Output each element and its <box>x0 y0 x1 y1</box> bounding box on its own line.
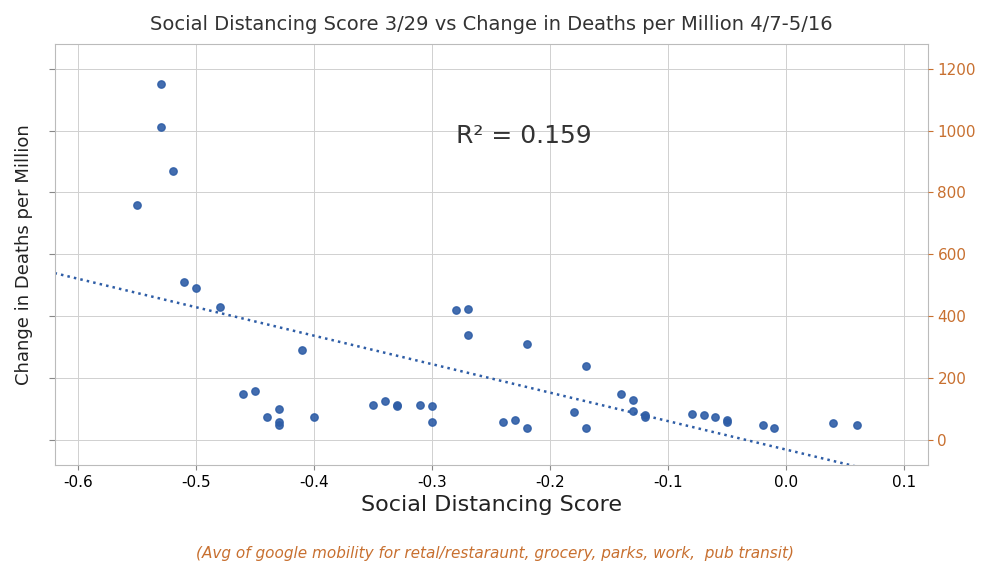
Point <box>448 306 464 315</box>
Point <box>247 386 263 395</box>
Point <box>719 417 735 426</box>
Point <box>377 397 392 406</box>
Point <box>460 331 476 340</box>
Point <box>625 395 641 404</box>
Point <box>165 166 180 175</box>
Point <box>153 80 168 89</box>
Text: (Avg of google mobility for retal/restaraunt, grocery, parks, work,  pub transit: (Avg of google mobility for retal/restar… <box>196 547 795 561</box>
Point <box>236 389 252 398</box>
Point <box>388 400 404 409</box>
Point <box>153 123 168 132</box>
Point <box>271 420 286 429</box>
Point <box>188 284 204 293</box>
Y-axis label: Change in Deaths per Million: Change in Deaths per Million <box>15 124 33 385</box>
Point <box>271 417 286 426</box>
Point <box>460 304 476 313</box>
Point <box>684 409 700 418</box>
Point <box>306 412 322 421</box>
Title: Social Distancing Score 3/29 vs Change in Deaths per Million 4/7-5/16: Social Distancing Score 3/29 vs Change i… <box>150 15 832 34</box>
Point <box>518 423 534 432</box>
Point <box>766 423 782 432</box>
Point <box>696 411 712 420</box>
Point <box>578 362 594 371</box>
Point <box>424 417 440 426</box>
Point <box>636 411 652 420</box>
Point <box>259 412 275 421</box>
Point <box>496 417 511 426</box>
Point <box>366 400 382 409</box>
Point <box>578 423 594 432</box>
Point <box>271 404 286 413</box>
Point <box>388 402 404 411</box>
Point <box>708 412 723 421</box>
Point <box>518 340 534 349</box>
Point <box>212 302 228 311</box>
Point <box>129 200 145 209</box>
Point <box>754 420 770 429</box>
Point <box>506 416 522 425</box>
Point <box>412 400 428 409</box>
Point <box>826 418 841 428</box>
Point <box>424 402 440 411</box>
Text: R² = 0.159: R² = 0.159 <box>456 124 592 148</box>
X-axis label: Social Distancing Score: Social Distancing Score <box>361 495 621 515</box>
Point <box>566 408 582 417</box>
Point <box>625 406 641 415</box>
Point <box>294 346 310 355</box>
Point <box>719 416 735 425</box>
Point <box>636 412 652 421</box>
Point <box>849 420 865 429</box>
Point <box>613 389 629 398</box>
Point <box>176 277 192 287</box>
